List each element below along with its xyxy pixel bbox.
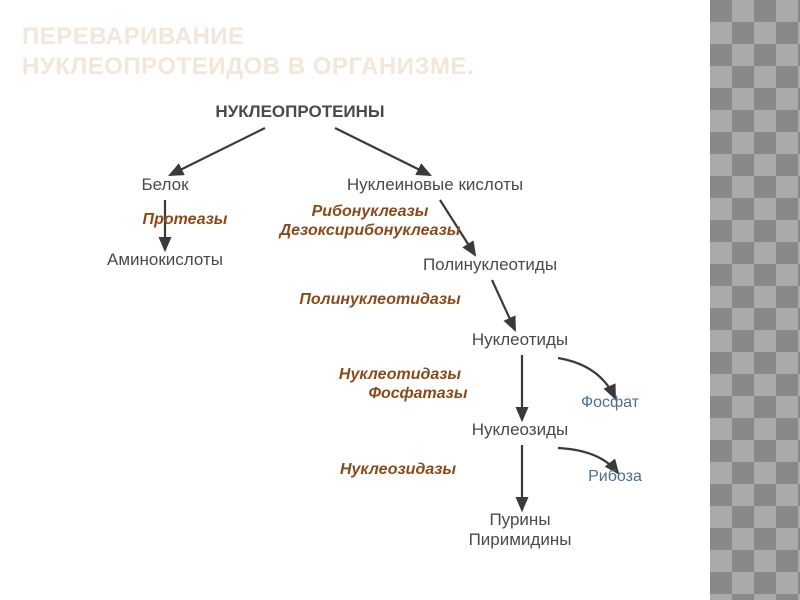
- node-protein: Белок: [141, 175, 188, 195]
- node-pyrimidines: Пиримидины: [469, 530, 572, 550]
- enzyme-nucleosidases: Нуклеозидазы: [340, 461, 456, 479]
- node-nucleic: Нуклеиновые кислоты: [347, 175, 523, 195]
- enzyme-ribonucleases: Рибонуклеазы: [312, 203, 429, 221]
- enzyme-nucleotidases: Нуклеотидазы: [339, 366, 461, 384]
- enzyme-proteases: Протеазы: [143, 211, 228, 229]
- node-purines: Пурины: [489, 510, 550, 530]
- title-line-1: ПЕРЕВАРИВАНИЕ: [22, 23, 245, 50]
- node-aminoacids: Аминокислоты: [107, 250, 223, 270]
- page-title: ПЕРЕВАРИВАНИЕ НУКЛЕОПРОТЕИДОВ В ОРГАНИЗМ…: [22, 22, 474, 82]
- title-line-2: НУКЛЕОПРОТЕИДОВ В ОРГАНИЗМЕ.: [22, 53, 474, 80]
- node-nucleotides: Нуклеотиды: [472, 330, 568, 350]
- node-polynuc: Полинуклеотиды: [423, 255, 557, 275]
- node-root: НУКЛЕОПРОТЕИНЫ: [215, 102, 384, 122]
- node-nucleosides: Нуклеозиды: [472, 420, 568, 440]
- enzyme-deoxyribonucleases: Дезоксирибонуклеазы: [280, 222, 461, 240]
- enzyme-phosphatases: Фосфатазы: [369, 385, 468, 403]
- decorative-sidebar: [710, 0, 800, 600]
- byproduct-ribose: Рибоза: [588, 468, 642, 486]
- byproduct-phosphate: Фосфат: [581, 394, 639, 412]
- enzyme-polynucleotidases: Полинуклеотидазы: [299, 291, 460, 309]
